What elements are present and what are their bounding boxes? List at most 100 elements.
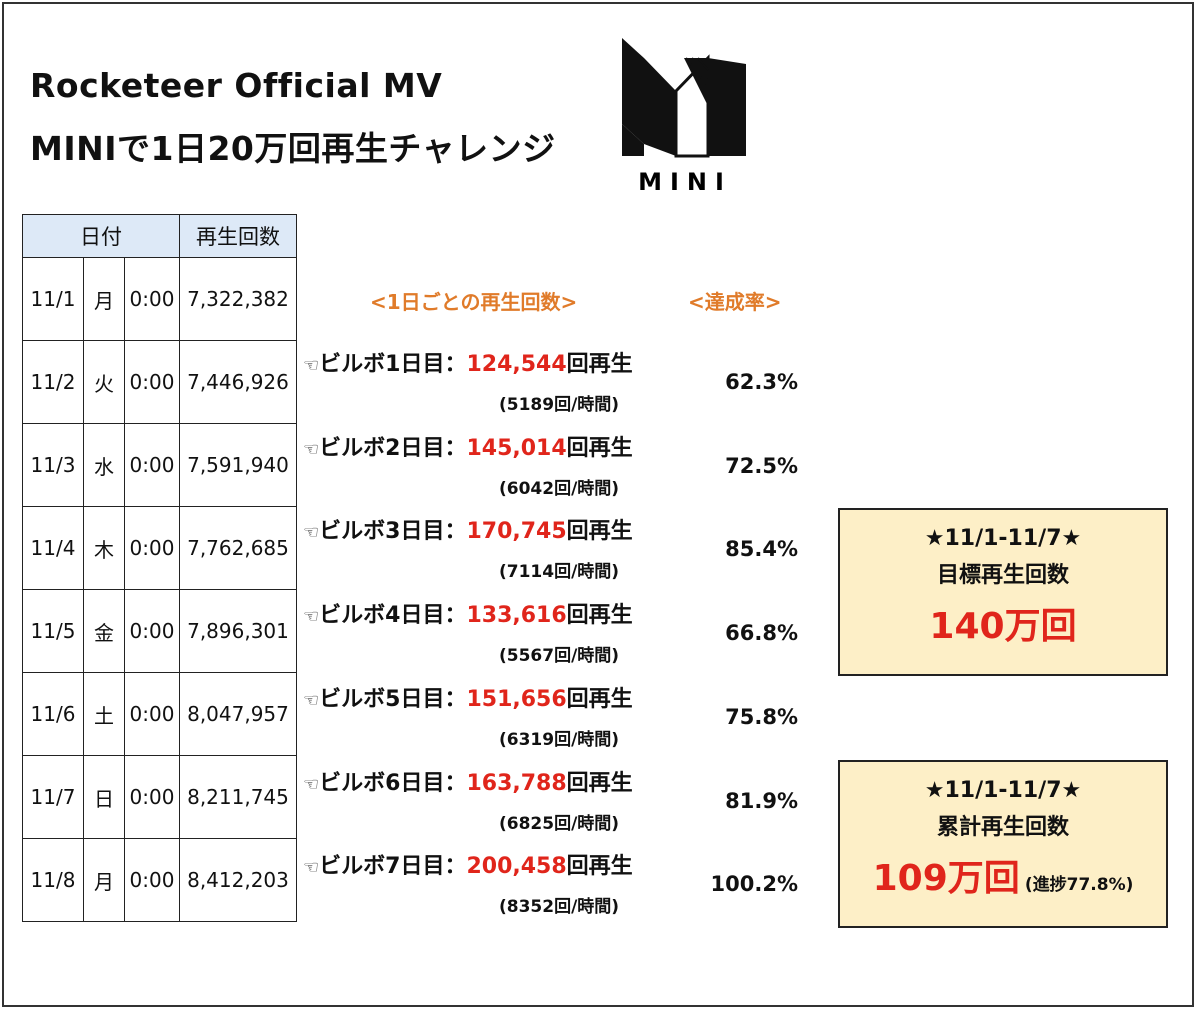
logo-text: MINI — [638, 168, 732, 196]
title-line-2: MINIで1日20万回再生チャレンジ — [30, 129, 556, 168]
header-date: 日付 — [22, 214, 180, 258]
day-plays: 151,656 — [466, 686, 567, 712]
goal-label: 目標再生回数 — [936, 563, 1069, 588]
achievement-rate: 62.3% — [725, 370, 798, 394]
day-suffix: 回再生 — [566, 352, 633, 377]
cell-dow: 土 — [83, 672, 125, 756]
cell-date: 11/4 — [22, 506, 84, 590]
per-hour: (6825回/時間) — [499, 813, 620, 834]
total-range: ★11/1-11/7★ — [924, 778, 1082, 803]
daily-play-row: ☜ビルボ3日目：170,745回再生 (7114回/時間) — [303, 513, 633, 582]
day-suffix: 回再生 — [566, 519, 633, 545]
day-label: ビルボ4日目： — [319, 603, 467, 629]
day-label: ビルボ6日目： — [319, 770, 467, 796]
day-plays: 133,616 — [466, 603, 567, 629]
table-row: 11/2 火 0:00 7,446,926 — [22, 340, 297, 424]
day-plays: 163,788 — [466, 770, 567, 796]
daily-play-row: ☜ビルボ2日目：145,014回再生 (6042回/時間) — [303, 430, 633, 499]
cell-time: 0:00 — [124, 423, 180, 507]
day-suffix: 回再生 — [566, 854, 633, 880]
table-row: 11/4 木 0:00 7,762,685 — [22, 506, 297, 590]
mini-logo: MINI — [622, 38, 746, 196]
cell-count: 7,591,940 — [179, 423, 297, 507]
table-row: 11/3 水 0:00 7,591,940 — [22, 423, 297, 507]
goal-value: 140万回 — [929, 606, 1077, 647]
daily-play-row: ☜ビルボ7日目：200,458回再生 (8352回/時間) — [303, 848, 633, 917]
per-hour: (5567回/時間) — [499, 646, 620, 667]
cell-time: 0:00 — [124, 672, 180, 756]
hand-icon: ☜ — [303, 522, 320, 544]
total-value: 109万回 — [872, 858, 1020, 899]
table-row: 11/1 月 0:00 7,322,382 — [22, 257, 297, 341]
cell-dow: 金 — [83, 589, 125, 673]
daily-play-row: ☜ビルボ4日目：133,616回再生 (5567回/時間) — [303, 597, 633, 666]
cell-date: 11/8 — [22, 838, 84, 922]
cell-count: 7,322,382 — [179, 257, 297, 341]
daily-play-row: ☜ビルボ6日目：163,788回再生 (6825回/時間) — [303, 765, 633, 834]
daily-play-row: ☜ビルボ5日目：151,656回再生 (6319回/時間) — [303, 681, 633, 750]
achievement-rate: 100.2% — [710, 872, 798, 897]
cell-dow: 火 — [83, 340, 125, 424]
hand-icon: ☜ — [303, 606, 320, 628]
cell-date: 11/6 — [22, 672, 84, 756]
day-plays: 145,014 — [466, 435, 567, 461]
cell-dow: 木 — [83, 506, 125, 590]
cell-time: 0:00 — [124, 755, 180, 839]
hand-icon: ☜ — [303, 438, 320, 460]
cell-date: 11/1 — [22, 257, 84, 341]
cell-dow: 水 — [83, 423, 125, 507]
header-count: 再生回数 — [179, 214, 297, 258]
total-box: ★11/1-11/7★ 累計再生回数 109万回 (進捗77.8%) — [838, 760, 1168, 928]
rate-header: <達成率> — [688, 290, 782, 314]
day-suffix: 回再生 — [566, 435, 633, 461]
table-row: 11/6 土 0:00 8,047,957 — [22, 672, 297, 756]
cell-dow: 月 — [83, 257, 125, 341]
cell-dow: 月 — [83, 838, 125, 922]
per-hour: (6319回/時間) — [499, 729, 620, 750]
achievement-rate: 72.5% — [725, 453, 798, 478]
total-progress: (進捗77.8%) — [1024, 875, 1134, 895]
achievement-rate: 85.4% — [725, 537, 798, 562]
day-plays: 200,458 — [466, 854, 567, 880]
cell-time: 0:00 — [124, 589, 180, 673]
hand-icon: ☜ — [303, 689, 320, 711]
per-hour: (6042回/時間) — [499, 478, 620, 499]
day-label: ビルボ7日目： — [319, 854, 467, 880]
cell-count: 7,896,301 — [179, 589, 297, 673]
day-label: ビルボ1日目： — [319, 352, 467, 377]
hand-icon: ☜ — [303, 857, 320, 879]
cell-count: 8,211,745 — [179, 755, 297, 839]
achievement-rate: 66.8% — [725, 621, 798, 646]
per-hour: (5189回/時間) — [499, 395, 620, 415]
daily-play-row: ☜ビルボ1日目：124,544回再生 (5189回/時間) — [303, 346, 633, 415]
cell-date: 11/2 — [22, 340, 84, 424]
goal-box: ★11/1-11/7★ 目標再生回数 140万回 — [838, 508, 1168, 676]
daily-count-table: 日付 再生回数 11/1 月 0:00 7,322,382 11/2 火 0:00 7,44… — [22, 214, 297, 922]
cell-time: 0:00 — [124, 838, 180, 922]
per-hour: (7114回/時間) — [499, 562, 620, 583]
daily-header: <1日ごとの再生回数> — [370, 290, 578, 314]
achievement-rate: 81.9% — [725, 788, 798, 813]
cell-time: 0:00 — [124, 340, 180, 424]
day-plays: 170,745 — [466, 519, 567, 545]
cell-time: 0:00 — [124, 257, 180, 341]
day-suffix: 回再生 — [566, 686, 633, 712]
table-row: 11/7 日 0:00 8,211,745 — [22, 755, 297, 839]
cell-date: 11/7 — [22, 755, 84, 839]
hand-icon: ☜ — [303, 773, 320, 795]
day-label: ビルボ5日目： — [319, 686, 467, 712]
day-suffix: 回再生 — [566, 603, 633, 629]
cell-count: 7,762,685 — [179, 506, 297, 590]
day-suffix: 回再生 — [566, 770, 633, 796]
goal-range: ★11/1-11/7★ — [924, 526, 1082, 551]
per-hour: (8352回/時間) — [499, 897, 620, 918]
cell-count: 8,047,957 — [179, 672, 297, 756]
hand-icon: ☜ — [303, 355, 320, 376]
cell-time: 0:00 — [124, 506, 180, 590]
cell-date: 11/5 — [22, 589, 84, 673]
table-row: 11/5 金 0:00 7,896,301 — [22, 589, 297, 673]
total-label: 累計再生回数 — [936, 815, 1069, 840]
cell-dow: 日 — [83, 755, 125, 839]
achievement-rate: 75.8% — [725, 704, 798, 729]
